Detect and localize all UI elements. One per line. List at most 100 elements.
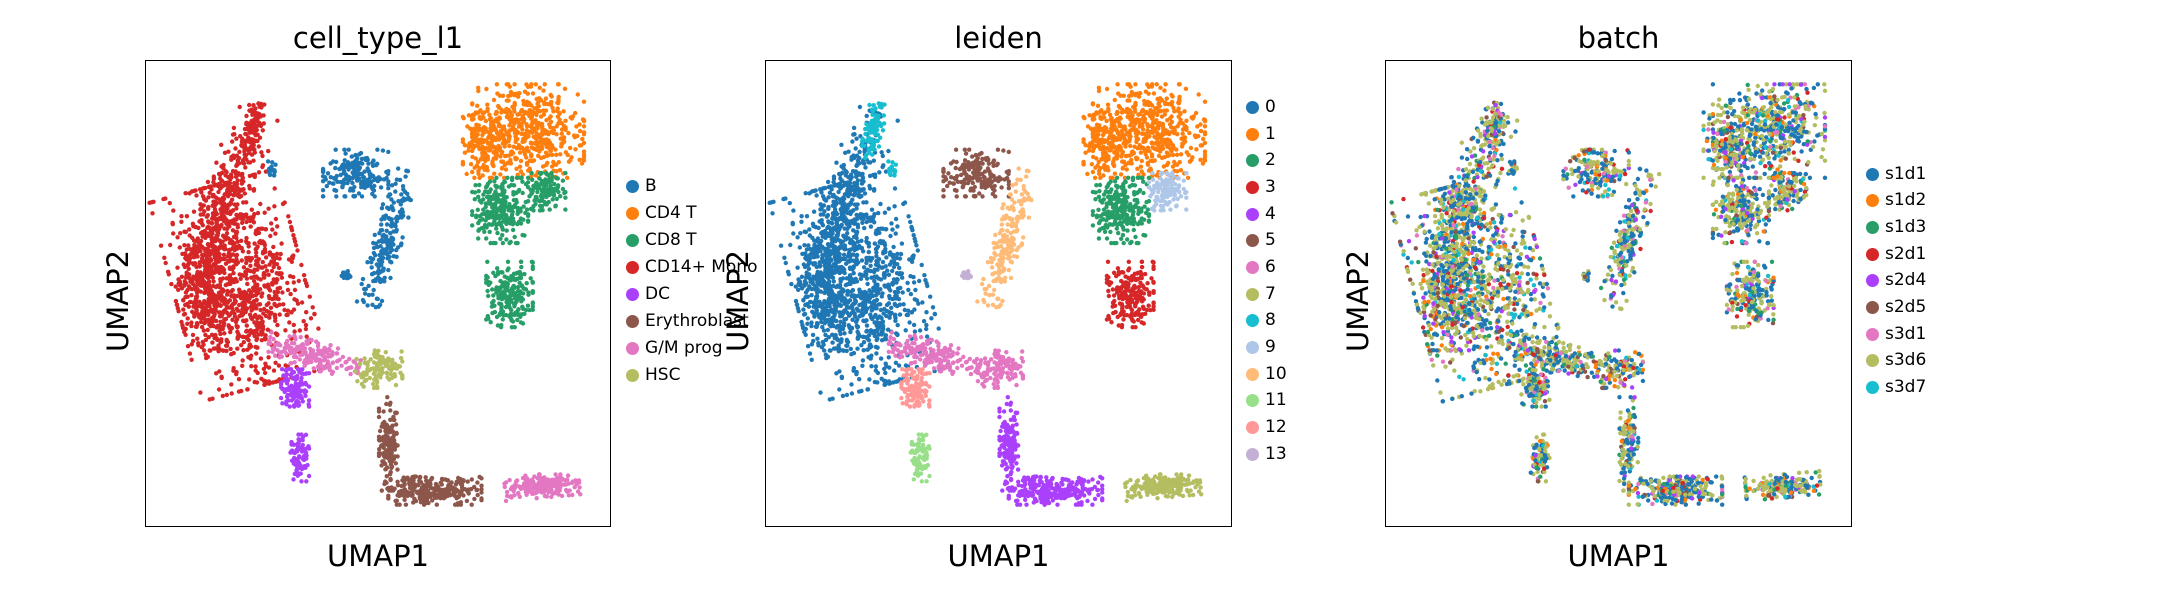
scatter-point bbox=[220, 276, 226, 281]
scatter-point bbox=[269, 268, 275, 274]
scatter-point bbox=[173, 298, 179, 304]
scatter-point bbox=[218, 224, 223, 229]
scatter-point bbox=[248, 224, 253, 229]
scatter-point bbox=[252, 241, 257, 246]
scatter-point bbox=[273, 318, 278, 323]
scatter-point bbox=[293, 243, 299, 248]
scatter-point bbox=[207, 318, 212, 324]
scatter-point bbox=[198, 319, 204, 325]
scatter-point bbox=[195, 236, 200, 241]
scatter-point bbox=[299, 300, 305, 305]
scatter-point bbox=[209, 221, 215, 226]
scatter-point bbox=[292, 287, 298, 293]
scatter-point bbox=[190, 278, 195, 284]
scatter-point bbox=[246, 299, 251, 304]
scatter-point bbox=[256, 332, 261, 337]
scatter-point bbox=[216, 343, 221, 348]
scatter-point bbox=[163, 196, 168, 201]
scatter-point bbox=[195, 322, 200, 327]
scatter-point bbox=[238, 245, 243, 251]
scatter-point bbox=[183, 302, 188, 308]
scatter-point bbox=[287, 320, 292, 325]
scatter-point bbox=[289, 310, 294, 315]
scatter-point bbox=[260, 319, 265, 324]
scatter-point bbox=[222, 301, 227, 306]
scatter-point bbox=[209, 307, 214, 312]
scatter-point bbox=[223, 282, 228, 288]
scatter-point bbox=[204, 214, 209, 219]
scatter-point bbox=[222, 331, 227, 336]
scatter-point bbox=[269, 221, 274, 226]
scatter-point bbox=[238, 276, 243, 281]
scatter-point bbox=[163, 260, 168, 266]
scatter-point bbox=[248, 290, 254, 295]
scatter-point bbox=[189, 342, 194, 347]
scatter-point bbox=[191, 262, 196, 267]
scatter-point bbox=[185, 321, 190, 326]
scatter-point bbox=[206, 335, 211, 340]
scatter-point bbox=[301, 273, 307, 278]
scatter-point bbox=[285, 287, 291, 293]
scatter-point bbox=[198, 270, 203, 275]
scatter-point bbox=[218, 186, 223, 191]
scatter-point bbox=[220, 312, 225, 317]
scatter-point bbox=[216, 283, 221, 288]
scatter-point bbox=[186, 304, 191, 309]
scatter-point bbox=[216, 259, 221, 264]
scatter-point bbox=[183, 290, 189, 295]
scatter-point bbox=[269, 259, 274, 264]
scatter-point bbox=[216, 265, 222, 270]
scatter-point bbox=[256, 170, 262, 175]
scatter-point bbox=[191, 188, 197, 194]
scatter-point bbox=[285, 280, 290, 286]
scatter-point bbox=[230, 252, 236, 257]
scatter-point bbox=[226, 259, 232, 264]
scatter-point bbox=[228, 177, 233, 182]
scatter-point bbox=[227, 266, 233, 271]
scatter-point bbox=[170, 220, 175, 226]
scatter-point bbox=[214, 228, 220, 233]
scatter-point bbox=[297, 328, 302, 333]
scatter-point bbox=[245, 387, 250, 392]
scatter-point bbox=[203, 249, 208, 254]
scatter-point bbox=[214, 160, 219, 165]
scatter-point bbox=[214, 325, 219, 330]
scatter-point bbox=[220, 195, 226, 200]
scatter-point bbox=[210, 295, 216, 301]
scatter-point bbox=[260, 265, 265, 270]
scatter-point bbox=[187, 256, 193, 261]
scatter-point bbox=[231, 125, 237, 131]
scatter-point bbox=[200, 257, 205, 262]
scatter-point bbox=[215, 233, 220, 238]
scatter-point bbox=[176, 277, 181, 282]
scatter-point bbox=[241, 225, 247, 231]
scatter-point bbox=[211, 283, 216, 289]
scatter-point bbox=[194, 307, 199, 312]
scatter-point bbox=[240, 220, 245, 225]
scatter-point bbox=[277, 285, 283, 291]
scatter-point bbox=[196, 312, 201, 317]
scatter-point bbox=[210, 340, 215, 345]
scatter-point bbox=[198, 207, 203, 212]
scatter-point bbox=[221, 308, 227, 313]
scatter-point bbox=[251, 158, 256, 163]
scatter-point bbox=[268, 233, 273, 239]
scatter-point bbox=[213, 264, 218, 269]
scatter-point bbox=[225, 288, 230, 294]
scatter-point bbox=[273, 331, 279, 336]
scatter-point bbox=[202, 209, 207, 214]
scatter-point bbox=[203, 185, 208, 191]
scatter-point bbox=[232, 180, 237, 186]
scatter-point bbox=[167, 200, 172, 206]
scatter-point bbox=[271, 277, 276, 282]
scatter-point bbox=[253, 368, 258, 373]
scatter-point bbox=[316, 326, 321, 331]
scatter-point bbox=[211, 279, 216, 284]
scatter-point bbox=[187, 299, 193, 305]
scatter-point bbox=[221, 320, 227, 326]
scatter-point bbox=[253, 364, 258, 369]
scatter-point bbox=[213, 210, 219, 215]
scatter-point bbox=[211, 292, 216, 297]
scatter-point bbox=[262, 272, 268, 278]
scatter-point bbox=[258, 240, 264, 246]
